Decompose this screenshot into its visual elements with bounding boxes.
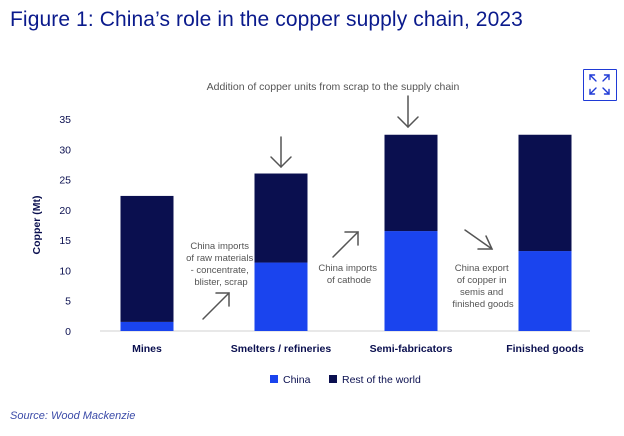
bar-segment-china-2 bbox=[384, 231, 438, 331]
x-category-label: Finished goods bbox=[506, 343, 584, 355]
legend-label-rest: Rest of the world bbox=[342, 374, 421, 386]
y-tick-label: 25 bbox=[59, 175, 71, 187]
y-tick-label: 35 bbox=[59, 114, 71, 126]
export-note: China export of copper in semis and fini… bbox=[452, 263, 514, 310]
source-note: Source: Wood Mackenzie bbox=[10, 410, 136, 422]
x-category-label: Mines bbox=[132, 343, 162, 355]
down-arrow-icon bbox=[270, 136, 292, 169]
y-tick-label: 5 bbox=[65, 296, 71, 308]
bar-segment-rest-2 bbox=[384, 134, 438, 232]
y-axis-label: Copper (Mt) bbox=[31, 196, 43, 255]
up-right-arrow-icon bbox=[202, 292, 230, 320]
y-tick-label: 30 bbox=[59, 144, 71, 156]
x-category-label: Semi-fabricators bbox=[370, 343, 453, 355]
cathode-note: China imports of cathode bbox=[318, 263, 379, 286]
legend: China Rest of the world bbox=[270, 374, 421, 386]
expand-button[interactable] bbox=[583, 69, 617, 101]
bar-segment-china-3 bbox=[518, 251, 572, 331]
down-right-arrow-icon bbox=[464, 229, 494, 250]
bar-segment-rest-3 bbox=[518, 134, 572, 252]
up-right-arrow-icon bbox=[332, 231, 359, 258]
scrap-annotation: Addition of copper units from scrap to t… bbox=[207, 81, 460, 93]
expand-arrows-icon bbox=[589, 74, 610, 95]
bar-segment-rest-1 bbox=[254, 173, 308, 263]
bar-segment-china-1 bbox=[254, 262, 308, 331]
y-tick-label: 20 bbox=[59, 205, 71, 217]
y-tick-label: 0 bbox=[65, 326, 71, 338]
legend-swatch-china bbox=[270, 375, 278, 383]
raw-materials-note: China imports of raw materials - concent… bbox=[186, 241, 256, 288]
legend-swatch-rest bbox=[329, 375, 337, 383]
x-category-label: Smelters / refineries bbox=[231, 343, 332, 355]
y-tick-label: 10 bbox=[59, 265, 71, 277]
bar-segment-rest-0 bbox=[120, 195, 174, 322]
legend-label-china: China bbox=[283, 374, 311, 386]
y-tick-label: 15 bbox=[59, 235, 71, 247]
down-arrow-icon bbox=[397, 95, 419, 129]
chart-title: Figure 1: China’s role in the copper sup… bbox=[10, 8, 523, 31]
bar-segment-china-0 bbox=[120, 321, 174, 331]
